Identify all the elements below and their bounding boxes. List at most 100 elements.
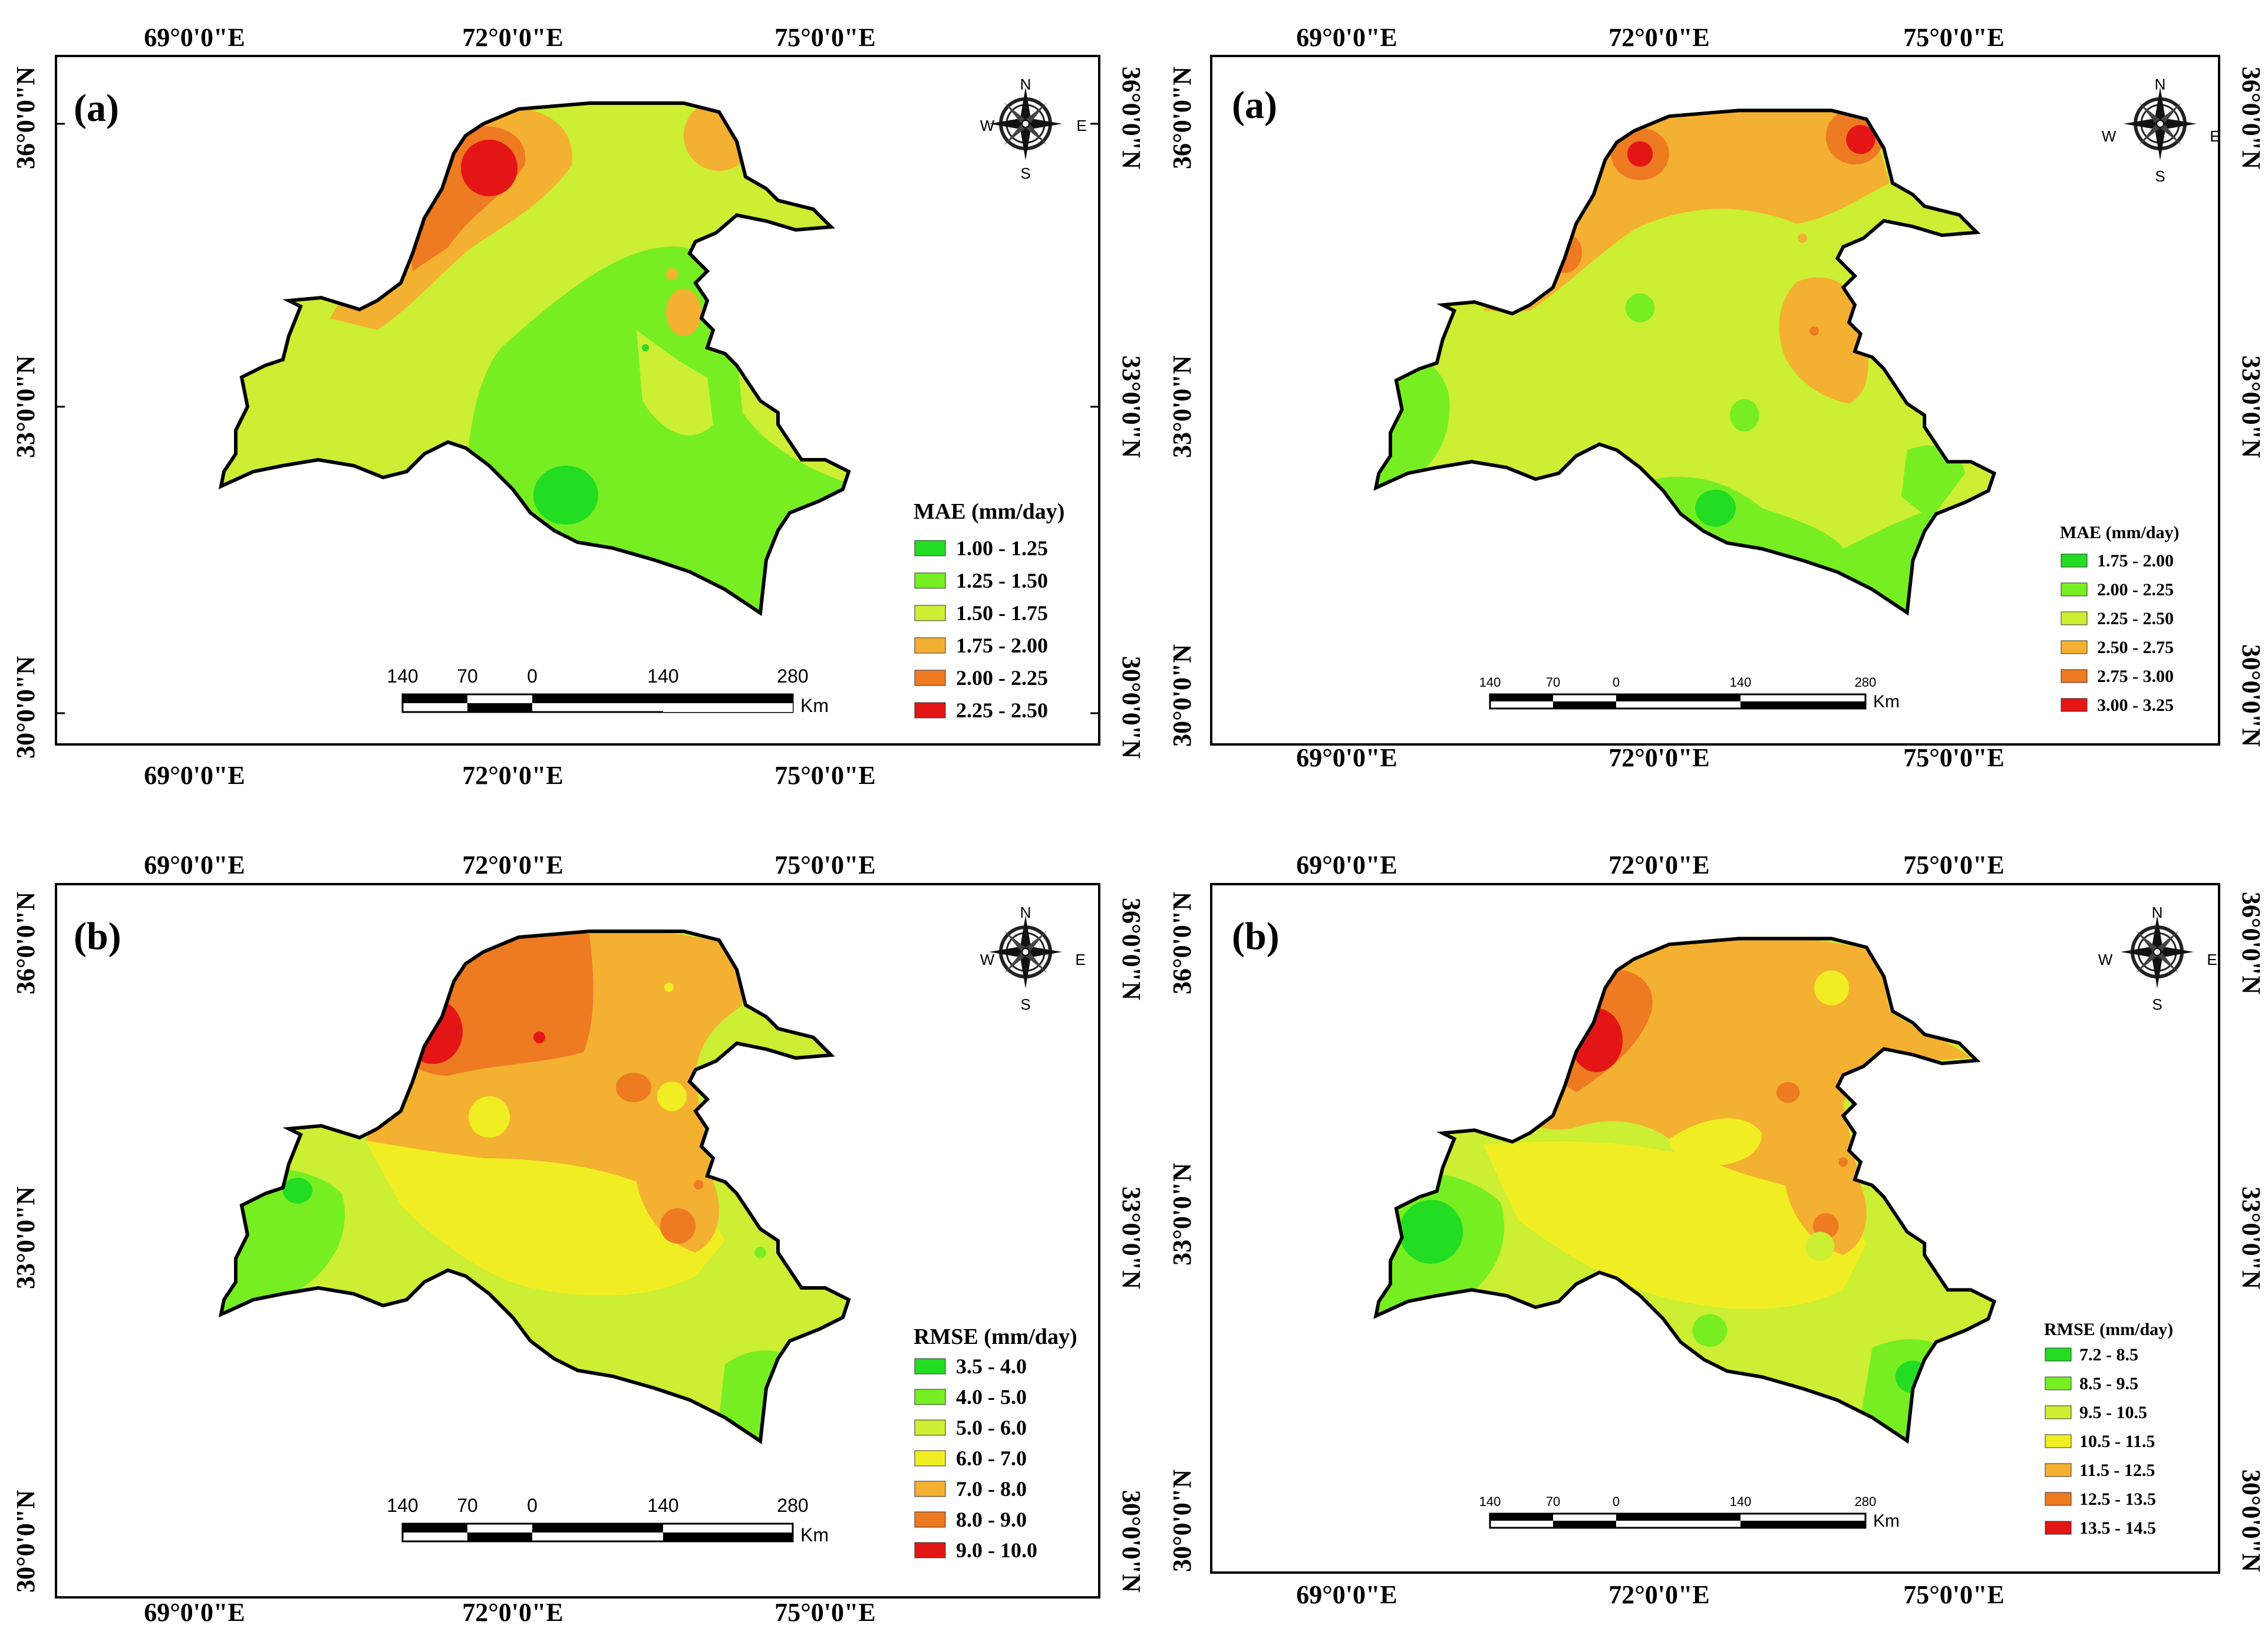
compass-e: E (2210, 127, 2220, 145)
compass-w: W (980, 117, 995, 134)
legend-swatch (2045, 1492, 2072, 1506)
compass-w: W (2102, 127, 2117, 145)
lat-label-right: 33°0'0"N (2237, 1187, 2266, 1289)
lat-label-left: 30°0'0"N (1168, 644, 1196, 747)
legend-swatch (914, 1389, 946, 1405)
lat-label-left: 33°0'0"N (1168, 355, 1196, 458)
legend-label: 2.50 - 2.75 (2097, 638, 2174, 657)
legend-swatch (914, 572, 946, 589)
lon-label-bottom: 75°0'0"E (1903, 1580, 2005, 1609)
compass-w: W (2098, 951, 2113, 968)
compass-e: E (1075, 951, 1085, 968)
lon-label-bottom: 72°0'0"E (462, 761, 563, 790)
legend-swatch (2061, 611, 2088, 625)
lat-label-right: 30°0'0"N (1117, 656, 1146, 759)
lat-label-left: 36°0'0"N (11, 67, 40, 169)
panel-a-mae-right: 69°0'0"E 72°0'0"E 75°0'0"E 69°0'0"E 72°0… (1168, 23, 2266, 772)
legend-label: 4.0 - 5.0 (956, 1385, 1027, 1409)
lat-label-left: 36°0'0"N (11, 892, 40, 994)
legend-title: MAE (mm/day) (2060, 523, 2179, 542)
compass-s: S (2155, 167, 2165, 185)
panel-b-rmse-left: 69°0'0"E 72°0'0"E 75°0'0"E 69°0'0"E 72°0… (11, 851, 1146, 1627)
legend-swatch (914, 1450, 946, 1466)
legend-label: 1.75 - 2.00 (2097, 551, 2174, 571)
legend-label: 2.00 - 2.25 (2097, 580, 2174, 599)
legend-label: 7.2 - 8.5 (2079, 1345, 2138, 1365)
legend-swatch (2061, 698, 2088, 712)
lon-label-top: 72°0'0"E (1608, 23, 1710, 52)
legend-title: RMSE (mm/day) (914, 1324, 1077, 1349)
lon-label-bottom: 72°0'0"E (1608, 1580, 1710, 1609)
compass-s: S (1020, 164, 1030, 182)
lat-label-right: 33°0'0"N (1117, 1187, 1146, 1289)
compass-n: N (2155, 75, 2166, 93)
legend-label: 12.5 - 13.5 (2079, 1489, 2156, 1509)
scale-tick: 70 (1546, 675, 1560, 690)
scale-tick: 140 (1730, 1494, 1752, 1509)
compass-s: S (1020, 996, 1030, 1013)
legend-label: 3.00 - 3.25 (2097, 696, 2174, 715)
scale-tick: 0 (1613, 675, 1620, 690)
legend-label: 8.5 - 9.5 (2079, 1374, 2138, 1393)
scale-tick: 280 (1855, 1494, 1877, 1509)
scale-unit: Km (1873, 692, 1900, 711)
legend-swatch (2061, 669, 2088, 683)
legend-label: 11.5 - 12.5 (2079, 1461, 2155, 1480)
scale-tick: 140 (1730, 675, 1752, 690)
scale-tick: 280 (1855, 675, 1877, 690)
lon-label-top: 75°0'0"E (1903, 23, 2005, 52)
lon-label-top: 72°0'0"E (462, 23, 563, 52)
scale-bar: 140 70 0 140 280 Km (1479, 675, 1900, 711)
lon-label-top: 69°0'0"E (144, 851, 245, 879)
legend-label: 9.0 - 10.0 (956, 1538, 1037, 1562)
scale-tick: 140 (647, 1495, 678, 1516)
legend-swatch (914, 670, 946, 686)
legend-swatch (914, 540, 946, 556)
legend: MAE (mm/day) 1.00 - 1.25 1.25 - 1.50 1.5… (914, 499, 1064, 722)
panel-label: (b) (74, 915, 121, 958)
compass-n: N (1020, 75, 1031, 93)
legend-swatch (914, 1511, 946, 1528)
lat-label-right: 30°0'0"N (2237, 1469, 2266, 1572)
legend-label: 1.25 - 1.50 (956, 569, 1048, 592)
panel-a-mae-left: 69°0'0"E 72°0'0"E 75°0'0"E 69°0'0"E 72°0… (11, 23, 1146, 790)
legend-label: 8.0 - 9.0 (956, 1508, 1027, 1531)
lat-label-left: 30°0'0"N (11, 1490, 40, 1593)
lat-label-left: 33°0'0"N (1168, 1163, 1196, 1266)
compass-n: N (2152, 904, 2163, 921)
lon-label-bottom: 69°0'0"E (144, 1598, 245, 1627)
legend: MAE (mm/day) 1.75 - 2.00 2.00 - 2.25 2.2… (2060, 523, 2179, 715)
scale-tick: 140 (387, 665, 418, 687)
lat-label-left: 30°0'0"N (1168, 1469, 1196, 1572)
scale-unit: Km (800, 1524, 829, 1545)
legend-label: 2.25 - 2.50 (2097, 609, 2174, 628)
lon-label-bottom: 75°0'0"E (774, 761, 876, 790)
lon-label-top: 72°0'0"E (1608, 851, 1710, 879)
legend-label: 7.0 - 8.0 (956, 1477, 1027, 1501)
lat-label-left: 36°0'0"N (1168, 67, 1196, 169)
scale-tick: 0 (1613, 1494, 1620, 1509)
legend-swatch (2045, 1463, 2072, 1477)
scale-tick: 70 (457, 1495, 478, 1516)
lat-label-right: 36°0'0"N (2237, 67, 2266, 169)
lon-label-top: 75°0'0"E (1903, 851, 2005, 879)
lon-label-top: 69°0'0"E (144, 23, 245, 52)
legend-label: 2.25 - 2.50 (956, 698, 1048, 722)
scale-unit: Km (1873, 1511, 1900, 1531)
legend-swatch (2045, 1521, 2072, 1535)
legend-swatch (2045, 1376, 2072, 1390)
lat-label-right: 33°0'0"N (2237, 355, 2266, 458)
legend-swatch (914, 605, 946, 621)
compass-s: S (2152, 996, 2162, 1013)
legend-label: 1.75 - 2.00 (956, 634, 1048, 657)
legend-label: 6.0 - 7.0 (956, 1446, 1027, 1470)
scale-tick: 140 (647, 665, 678, 687)
lon-label-top: 72°0'0"E (462, 851, 563, 879)
scale-tick: 140 (387, 1495, 418, 1516)
lon-label-bottom: 75°0'0"E (1903, 743, 2005, 772)
legend-swatch (914, 1419, 946, 1436)
compass-e: E (2207, 951, 2217, 968)
legend-swatch (2061, 582, 2088, 597)
legend-label: 5.0 - 6.0 (956, 1416, 1027, 1439)
